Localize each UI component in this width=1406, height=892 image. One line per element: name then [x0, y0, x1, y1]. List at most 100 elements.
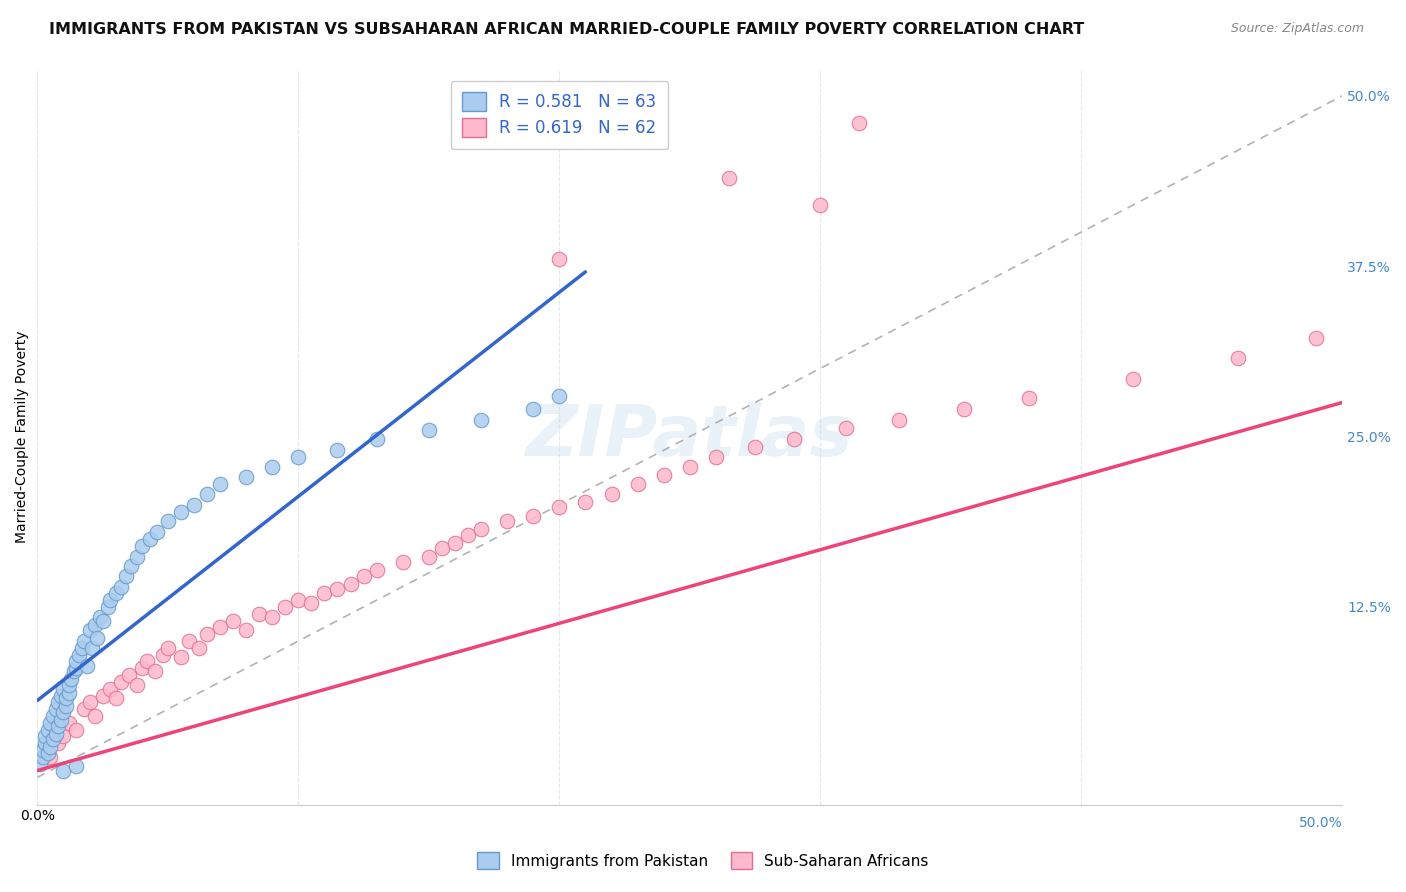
Point — [143, 664, 166, 678]
Point — [89, 609, 111, 624]
Point — [100, 681, 122, 696]
Point — [138, 532, 160, 546]
Point — [65, 655, 87, 669]
Point — [177, 634, 200, 648]
Point — [60, 672, 83, 686]
Point — [67, 648, 90, 662]
Point — [34, 736, 56, 750]
Point — [104, 691, 127, 706]
Text: 50.0%: 50.0% — [1299, 816, 1343, 830]
Point — [83, 709, 105, 723]
Point — [125, 678, 148, 692]
Point — [326, 443, 349, 458]
Point — [28, 756, 51, 771]
Point — [79, 695, 101, 709]
Point — [222, 614, 245, 628]
Point — [37, 746, 59, 760]
Point — [118, 668, 141, 682]
Point — [125, 549, 148, 564]
Point — [457, 527, 479, 541]
Point — [953, 402, 976, 417]
Point — [522, 508, 544, 523]
Point — [65, 661, 87, 675]
Point — [496, 514, 519, 528]
Point — [744, 441, 766, 455]
Point — [73, 702, 96, 716]
Point — [110, 675, 132, 690]
Point — [110, 580, 132, 594]
Point — [353, 568, 375, 582]
Point — [100, 593, 122, 607]
Point — [188, 640, 211, 655]
Point — [82, 640, 104, 655]
Point — [522, 402, 544, 417]
Point — [42, 709, 65, 723]
Point — [287, 450, 309, 464]
Point — [131, 539, 153, 553]
Point — [704, 450, 727, 464]
Point — [366, 432, 388, 446]
Point — [470, 522, 492, 536]
Point — [63, 664, 86, 678]
Point — [65, 759, 87, 773]
Point — [326, 582, 349, 597]
Point — [73, 634, 96, 648]
Point — [156, 514, 179, 528]
Point — [31, 750, 53, 764]
Point — [37, 723, 59, 737]
Point — [548, 252, 571, 267]
Point — [52, 705, 75, 719]
Point — [170, 650, 193, 665]
Point — [131, 661, 153, 675]
Point — [652, 467, 675, 482]
Point — [418, 423, 440, 437]
Point — [808, 198, 831, 212]
Point — [104, 586, 127, 600]
Point — [208, 477, 231, 491]
Point — [91, 614, 114, 628]
Point — [152, 648, 174, 662]
Point — [626, 477, 648, 491]
Point — [314, 586, 336, 600]
Y-axis label: Married-Couple Family Poverty: Married-Couple Family Poverty — [15, 330, 30, 543]
Point — [58, 686, 80, 700]
Point — [274, 599, 297, 614]
Point — [262, 459, 284, 474]
Point — [39, 715, 62, 730]
Point — [235, 623, 257, 637]
Point — [49, 713, 72, 727]
Point — [52, 730, 75, 744]
Point — [183, 498, 205, 512]
Point — [39, 750, 62, 764]
Point — [247, 607, 270, 621]
Point — [97, 599, 120, 614]
Point — [548, 389, 571, 403]
Point — [299, 596, 322, 610]
Point — [548, 500, 571, 515]
Point — [79, 623, 101, 637]
Point — [156, 640, 179, 655]
Point — [91, 689, 114, 703]
Text: Source: ZipAtlas.com: Source: ZipAtlas.com — [1230, 22, 1364, 36]
Point — [65, 723, 87, 737]
Point — [1226, 351, 1249, 365]
Text: ZIPatlas: ZIPatlas — [526, 402, 853, 471]
Point — [339, 576, 361, 591]
Point — [848, 116, 870, 130]
Point — [52, 681, 75, 696]
Point — [418, 549, 440, 564]
Point — [835, 421, 858, 435]
Point — [391, 555, 413, 569]
Point — [136, 655, 159, 669]
Point — [45, 727, 67, 741]
Point — [195, 627, 218, 641]
Point — [208, 620, 231, 634]
Point — [83, 617, 105, 632]
Point — [366, 563, 388, 577]
Legend: Immigrants from Pakistan, Sub-Saharan Africans: Immigrants from Pakistan, Sub-Saharan Af… — [471, 846, 935, 875]
Point — [120, 559, 142, 574]
Legend: R = 0.581   N = 63, R = 0.619   N = 62: R = 0.581 N = 63, R = 0.619 N = 62 — [451, 80, 668, 149]
Point — [1122, 372, 1144, 386]
Point — [39, 740, 62, 755]
Point — [444, 536, 467, 550]
